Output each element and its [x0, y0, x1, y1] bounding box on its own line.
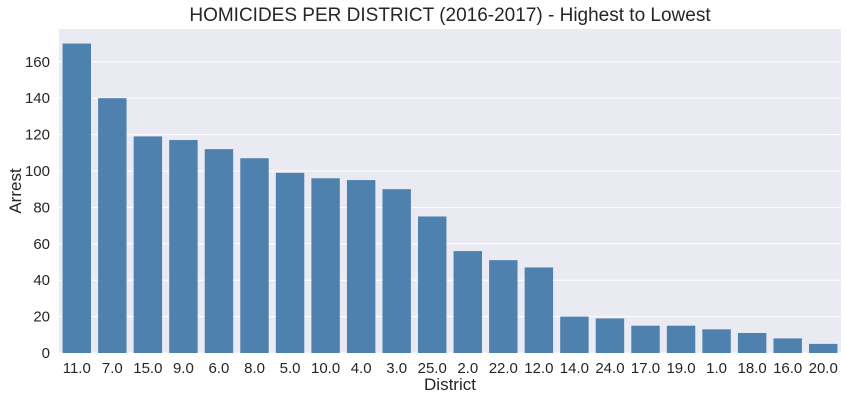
y-tick-label: 80 [33, 199, 50, 216]
x-tick-label: 8.0 [244, 360, 265, 377]
bar [737, 332, 767, 353]
x-tick-label: 19.0 [666, 360, 695, 377]
bar [169, 140, 198, 353]
bar [773, 338, 802, 353]
bar [595, 318, 625, 353]
y-axis-ticks: 0 20 40 60 80 100 120 140 160 [25, 54, 50, 362]
bar [453, 251, 482, 353]
x-tick-label: 1.0 [706, 360, 727, 377]
x-tick-label: 12.0 [524, 360, 553, 377]
x-tick-label: 2.0 [457, 360, 478, 377]
bar [311, 178, 340, 353]
y-tick-label: 60 [33, 236, 50, 253]
x-tick-label: 18.0 [738, 360, 767, 377]
x-tick-label: 4.0 [351, 360, 372, 377]
bar [382, 189, 411, 353]
bar [62, 43, 91, 353]
bar [489, 260, 518, 353]
bar [240, 158, 269, 353]
y-tick-label: 0 [42, 345, 50, 362]
y-tick-label: 160 [25, 54, 50, 71]
x-tick-label: 17.0 [631, 360, 660, 377]
bar [204, 149, 234, 353]
bars [62, 43, 838, 353]
bar [275, 172, 305, 353]
x-tick-label: 10.0 [311, 360, 340, 377]
x-tick-label: 22.0 [489, 360, 518, 377]
bar [666, 325, 696, 353]
x-tick-label: 15.0 [133, 360, 162, 377]
bar [809, 343, 838, 353]
bar [702, 329, 731, 353]
x-tick-label: 24.0 [595, 360, 624, 377]
x-axis-ticks: 11.0 7.0 15.0 9.0 6.0 8.0 5.0 10.0 4.0 3.0 25.0 2.0… [63, 360, 838, 377]
bar [631, 325, 660, 353]
y-tick-label: 40 [33, 272, 50, 289]
y-tick-label: 100 [25, 163, 50, 180]
bar [560, 316, 589, 353]
bar [98, 98, 127, 353]
x-tick-label: 9.0 [173, 360, 194, 377]
x-tick-label: 11.0 [63, 360, 91, 377]
bar [524, 267, 554, 353]
y-axis-label: Arrest [6, 168, 25, 214]
y-tick-label: 120 [25, 127, 50, 144]
x-tick-label: 3.0 [386, 360, 407, 377]
x-tick-label: 20.0 [809, 360, 838, 377]
x-tick-label: 5.0 [280, 360, 301, 377]
x-tick-label: 6.0 [209, 360, 230, 377]
x-tick-label: 16.0 [773, 360, 802, 377]
x-axis-label: District [424, 375, 476, 394]
bar [133, 136, 163, 353]
bar [418, 216, 447, 353]
x-tick-label: 25.0 [418, 360, 447, 377]
bar [346, 180, 376, 353]
x-tick-label: 14.0 [560, 360, 589, 377]
y-tick-label: 140 [25, 90, 50, 107]
chart-title: HOMICIDES PER DISTRICT (2016-2017) - Hig… [189, 5, 711, 26]
x-tick-label: 7.0 [102, 360, 123, 377]
y-tick-label: 20 [33, 309, 50, 326]
